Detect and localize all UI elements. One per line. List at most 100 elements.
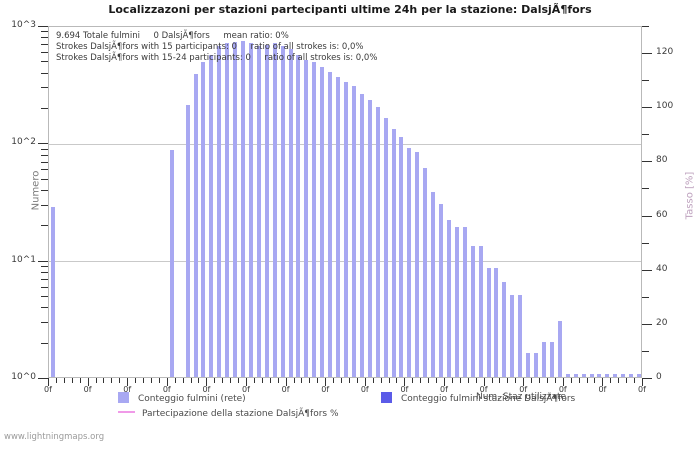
- x-tick-label: 0f: [360, 385, 369, 394]
- bar-network: [193, 74, 198, 377]
- x-tick-minor: [491, 378, 493, 383]
- x-tick-minor: [317, 378, 319, 383]
- chart-legend: Conteggio fulmini (rete) Conteggio fulmi…: [0, 392, 700, 432]
- annotation-strokes-15-24: Strokes DalsjÃ¶fors with 15-24 participa…: [56, 53, 378, 63]
- bar-network: [407, 147, 412, 377]
- legend-item-participation[interactable]: Partecipazione della stazione DalsjÃ¶for…: [118, 409, 339, 419]
- bar-network: [565, 374, 570, 377]
- bar-network: [375, 107, 380, 377]
- x-tick-minor: [372, 378, 374, 383]
- bar-network: [478, 246, 483, 377]
- y2-tick-major: [642, 215, 652, 217]
- x-tick-minor: [594, 378, 596, 383]
- bar-network: [328, 71, 333, 377]
- y-axis-title: Numero: [30, 170, 42, 211]
- x-tick-major: [602, 378, 604, 386]
- x-tick-major: [562, 378, 564, 386]
- x-tick-minor: [515, 378, 517, 383]
- x-tick-minor: [578, 378, 580, 383]
- x-tick-minor: [459, 378, 461, 383]
- x-tick-minor: [356, 378, 358, 383]
- x-tick-minor: [143, 378, 145, 383]
- legend-item-stations-used[interactable]: Num. Staz utilizzate: [476, 392, 566, 402]
- y2-tick-label: 100: [656, 101, 674, 112]
- bar-network: [597, 374, 602, 377]
- y-tick-major: [38, 260, 48, 262]
- bar-network: [581, 374, 586, 377]
- x-tick-minor: [301, 378, 303, 383]
- legend-item-network[interactable]: Conteggio fulmini (rete): [118, 392, 246, 404]
- legend-item-station[interactable]: Conteggio fulmini stazione DalsjÃ¶fors: [381, 392, 575, 404]
- watermark: www.lightningmaps.org: [4, 432, 105, 442]
- y2-tick-label: 120: [656, 47, 674, 58]
- bar-network: [542, 341, 546, 377]
- x-tick-major: [325, 378, 327, 386]
- x-tick-minor: [618, 378, 620, 383]
- chart-title: Localizzazoni per stazioni partecipanti …: [108, 3, 592, 16]
- bar-network: [288, 49, 293, 377]
- x-tick-minor: [570, 378, 572, 383]
- bar-network: [557, 321, 562, 377]
- x-tick-major: [444, 378, 445, 386]
- x-tick-minor: [135, 378, 137, 383]
- x-tick-minor: [214, 378, 216, 383]
- x-tick-minor: [158, 378, 160, 383]
- bar-network: [320, 66, 325, 377]
- y-tick-major: [38, 378, 48, 379]
- x-tick-label: 0f: [83, 385, 92, 394]
- legend-swatch-station: [381, 392, 392, 403]
- x-tick-major: [642, 378, 643, 386]
- x-tick-major: [166, 378, 168, 386]
- x-tick-minor: [388, 378, 390, 383]
- x-tick-label: 0f: [519, 385, 528, 394]
- x-tick-minor: [451, 378, 453, 383]
- y2-tick-label: 60: [656, 209, 668, 220]
- y-tick-minor: [41, 44, 48, 46]
- x-tick-minor: [507, 378, 509, 383]
- y-tick-label: 10^0: [11, 372, 36, 382]
- bar-network: [526, 353, 531, 377]
- x-tick-label: 0f: [400, 385, 409, 394]
- y2-tick-minor: [642, 188, 649, 190]
- y-tick-minor: [41, 342, 48, 344]
- bar-network: [470, 246, 475, 377]
- annotation-strokes-15: Strokes DalsjÃ¶fors with 15 participants…: [56, 42, 364, 52]
- legend-label-participation: Partecipazione della stazione DalsjÃ¶for…: [142, 409, 339, 419]
- bar-network: [280, 46, 285, 377]
- x-tick-minor: [174, 378, 176, 383]
- y2-axis-title: Tasso [%]: [684, 171, 696, 220]
- x-tick-minor: [531, 378, 533, 383]
- y2-tick-minor: [642, 350, 649, 352]
- x-tick-minor: [293, 378, 295, 383]
- y2-tick-minor: [642, 80, 649, 82]
- y2-tick-major: [642, 107, 652, 109]
- y2-tick-label: 20: [656, 317, 668, 328]
- bar-network: [296, 54, 301, 377]
- legend-label-stations-used: Num. Staz utilizzate: [476, 392, 567, 402]
- x-tick-minor: [546, 378, 548, 383]
- x-tick-major: [127, 378, 129, 386]
- bar-network: [439, 203, 444, 377]
- x-tick-minor: [634, 378, 636, 383]
- bar-network: [169, 150, 174, 377]
- x-tick-label: 0f: [558, 385, 567, 394]
- x-tick-minor: [230, 378, 232, 383]
- bar-network: [225, 43, 230, 377]
- x-tick-minor: [119, 378, 121, 383]
- y-tick-minor: [41, 37, 48, 39]
- bar-network: [637, 374, 641, 377]
- bar-network: [573, 374, 578, 377]
- x-tick-minor: [420, 378, 422, 383]
- y-tick-minor: [41, 190, 48, 192]
- bar-network: [629, 374, 634, 377]
- x-tick-minor: [79, 378, 81, 383]
- y2-tick-major: [642, 53, 652, 55]
- x-tick-minor: [539, 378, 541, 383]
- x-tick-minor: [198, 378, 200, 383]
- bar-network: [383, 118, 388, 377]
- bar-network: [272, 43, 277, 377]
- x-tick-minor: [261, 378, 263, 383]
- x-tick-minor: [269, 378, 271, 383]
- x-tick-minor: [586, 378, 588, 383]
